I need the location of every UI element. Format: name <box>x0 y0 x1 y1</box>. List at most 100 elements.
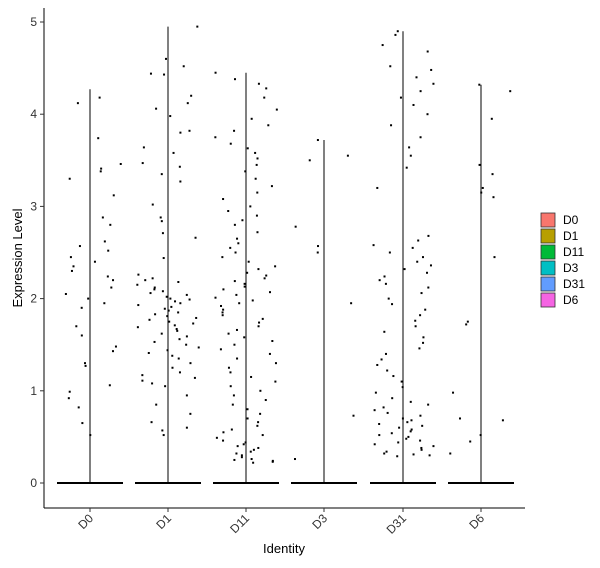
data-point <box>168 320 171 323</box>
data-point <box>161 290 164 293</box>
data-point <box>270 185 273 188</box>
data-point <box>430 68 433 71</box>
data-point <box>432 82 435 85</box>
data-point <box>147 351 150 354</box>
data-point <box>114 345 117 348</box>
violin-group-D1 <box>135 25 201 484</box>
data-point <box>481 186 484 189</box>
data-point <box>396 30 399 33</box>
data-point <box>188 298 191 301</box>
data-point <box>222 198 225 201</box>
data-point <box>373 409 376 412</box>
data-point <box>141 374 144 377</box>
legend-key <box>540 244 556 260</box>
data-point <box>509 90 512 93</box>
data-point <box>175 328 178 331</box>
data-point <box>227 366 230 369</box>
data-point <box>421 424 424 427</box>
data-point <box>412 103 415 106</box>
axes: 0 1 2 3 4 5 D0 D1 D11 D3 D31 D6 <box>30 8 525 537</box>
data-point <box>388 251 391 254</box>
data-point <box>242 443 245 446</box>
data-point <box>244 170 247 173</box>
legend-key <box>540 212 556 228</box>
data-point <box>150 421 153 424</box>
data-point <box>422 336 425 339</box>
data-point <box>246 147 249 150</box>
data-point <box>252 461 255 464</box>
data-point <box>161 429 164 432</box>
data-point <box>221 314 224 317</box>
data-point <box>399 96 402 99</box>
data-point <box>308 159 311 162</box>
data-point <box>174 300 177 303</box>
data-point <box>419 136 422 139</box>
data-point <box>101 216 104 219</box>
data-point <box>247 260 250 263</box>
data-point <box>384 352 387 355</box>
legend-label: D1 <box>563 229 579 243</box>
data-point <box>188 129 191 132</box>
data-point <box>185 293 188 296</box>
data-point <box>269 291 272 294</box>
data-point <box>235 293 238 296</box>
data-point <box>136 326 139 329</box>
data-point <box>265 87 268 90</box>
data-point <box>252 448 255 451</box>
data-point <box>274 380 277 383</box>
data-point <box>378 434 381 437</box>
data-point <box>419 314 422 317</box>
data-point <box>169 297 172 300</box>
data-point <box>222 288 225 291</box>
data-point <box>233 129 236 132</box>
data-point <box>182 65 185 68</box>
data-point <box>70 269 73 272</box>
data-point <box>408 146 411 149</box>
data-point <box>391 303 394 306</box>
data-point <box>259 412 262 415</box>
data-point <box>161 232 164 235</box>
data-point <box>69 256 72 259</box>
data-point <box>256 157 259 160</box>
data-point <box>432 445 435 448</box>
data-point <box>149 72 152 75</box>
data-point <box>153 288 156 291</box>
data-point <box>426 271 429 274</box>
data-point <box>137 304 140 307</box>
data-point <box>501 419 504 422</box>
data-point <box>162 257 165 260</box>
data-point <box>185 394 188 397</box>
data-point <box>398 426 401 429</box>
data-point <box>256 191 259 194</box>
data-point <box>246 271 249 274</box>
data-point <box>119 162 122 165</box>
data-point <box>386 411 389 414</box>
data-point <box>103 302 106 305</box>
data-point <box>410 428 413 431</box>
data-point <box>170 305 173 308</box>
x-tick-label: D31 <box>384 511 410 537</box>
data-point <box>72 265 75 268</box>
data-point <box>459 417 462 420</box>
data-point <box>419 90 422 93</box>
data-point <box>346 154 349 157</box>
data-point <box>427 286 430 289</box>
data-point <box>151 277 154 280</box>
data-point <box>274 265 277 268</box>
data-point <box>172 151 175 154</box>
data-point <box>233 223 236 226</box>
data-point <box>83 362 86 365</box>
data-point <box>76 102 79 105</box>
data-point <box>233 78 236 81</box>
data-point <box>352 414 355 417</box>
data-point <box>186 102 189 105</box>
data-point <box>421 256 424 259</box>
data-point <box>107 249 110 252</box>
data-point <box>238 302 241 305</box>
data-point <box>251 299 254 302</box>
data-point <box>185 426 188 429</box>
data-point <box>478 163 481 166</box>
data-point <box>428 454 431 457</box>
data-point <box>162 434 165 437</box>
data-point <box>99 170 102 173</box>
